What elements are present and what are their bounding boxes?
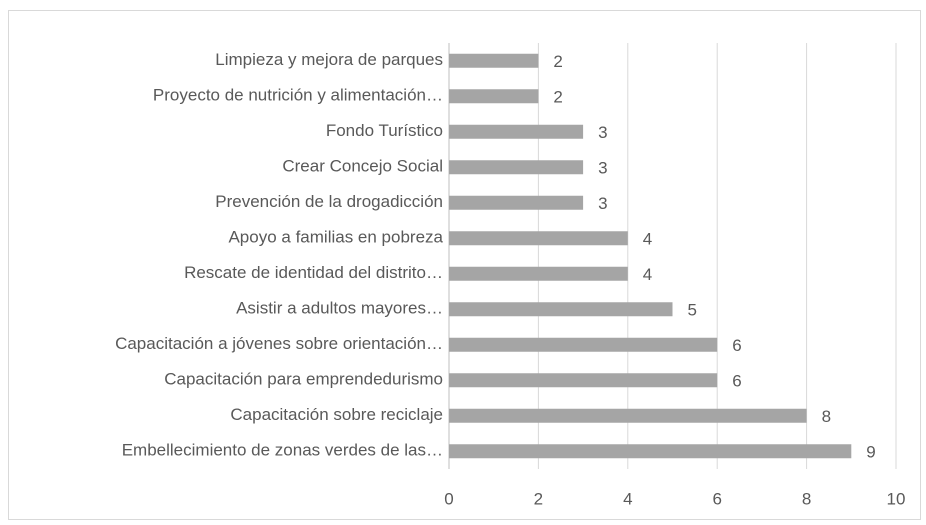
bar: [449, 408, 807, 423]
y-tick-label: Prevención de la drogadicción: [215, 192, 443, 211]
x-tick-label: 10: [887, 489, 906, 508]
bar: [449, 266, 628, 281]
bar: [449, 231, 628, 246]
bar: [449, 337, 718, 352]
y-tick-label: Apoyo a familias en pobreza: [228, 228, 443, 247]
data-label: 4: [643, 230, 652, 249]
y-tick-label: Embellecimiento de zonas verdes de las…: [122, 441, 443, 460]
x-tick-label: 4: [623, 489, 632, 508]
y-tick-label: Proyecto de nutrición y alimentación…: [153, 86, 443, 105]
data-label: 8: [822, 407, 831, 426]
y-tick-label: Crear Concejo Social: [282, 157, 443, 176]
data-label: 3: [598, 194, 607, 213]
data-label: 2: [553, 88, 562, 107]
y-tick-label: Capacitación a jóvenes sobre orientación…: [115, 334, 443, 353]
y-tick-label: Rescate de identidad del distrito…: [184, 263, 443, 282]
x-tick-label: 8: [802, 489, 811, 508]
y-tick-label: Limpieza y mejora de parques: [215, 50, 443, 69]
y-tick-label: Capacitación para emprendedurismo: [164, 370, 443, 389]
bar: [449, 89, 539, 104]
bar: [449, 373, 718, 388]
bar: [449, 444, 852, 459]
data-label: 6: [732, 336, 741, 355]
data-label: 2: [553, 52, 562, 71]
data-label: 9: [866, 443, 875, 462]
data-label: 5: [688, 301, 697, 320]
x-tick-label: 2: [534, 489, 543, 508]
bar: [449, 160, 584, 175]
data-label: 4: [643, 265, 652, 284]
y-tick-label: Fondo Turístico: [326, 121, 443, 140]
x-tick-label: 0: [444, 489, 453, 508]
y-tick-label: Asistir a adultos mayores…: [236, 299, 443, 318]
bar: [449, 53, 539, 68]
data-label: 3: [598, 159, 607, 178]
data-label: 3: [598, 123, 607, 142]
y-tick-label: Capacitación sobre reciclaje: [230, 405, 443, 424]
bar: [449, 195, 584, 210]
x-tick-label: 6: [712, 489, 721, 508]
bar: [449, 124, 584, 139]
bar: [449, 302, 673, 317]
data-label: 6: [732, 372, 741, 391]
